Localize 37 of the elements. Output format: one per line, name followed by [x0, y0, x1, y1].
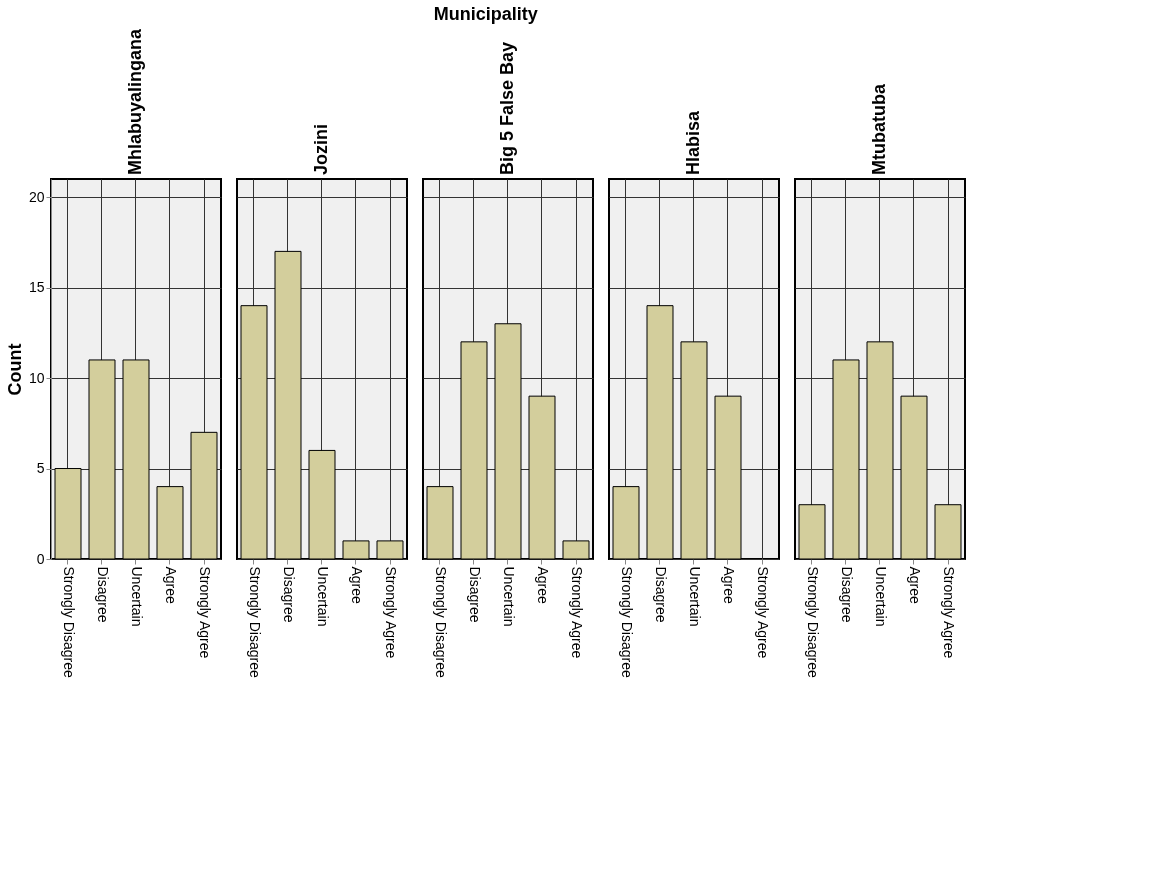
- chart-title: Hlabisa: [683, 109, 703, 175]
- y-axis-title: Count: [4, 343, 25, 396]
- x-tick-label: Disagree: [839, 566, 855, 623]
- x-tick-label: Uncertain: [315, 566, 331, 627]
- x-tick-label: Disagree: [467, 566, 483, 623]
- x-tick-label: Agree: [721, 566, 737, 605]
- x-tick-label: Uncertain: [687, 566, 703, 627]
- x-tick-label: Strongly Disagree: [805, 566, 821, 678]
- x-tick-label: Strongly Disagree: [433, 566, 449, 678]
- x-tick-label: Uncertain: [129, 566, 145, 627]
- x-tick-label: Uncertain: [501, 566, 517, 627]
- x-tick-label: Strongly Agree: [569, 566, 585, 659]
- x-tick-label: Strongly Agree: [383, 566, 399, 659]
- x-tick-label: Disagree: [653, 566, 669, 623]
- x-tick-label: Uncertain: [873, 566, 889, 627]
- chart-title: Mhlabuyalingana: [125, 28, 145, 176]
- x-tick-label: Disagree: [95, 566, 111, 623]
- y-tick-label: 15: [28, 279, 45, 296]
- y-tick-label: 5: [36, 460, 45, 477]
- chart-title: Big 5 False Bay: [497, 41, 517, 175]
- x-tick-label: Agree: [163, 566, 179, 605]
- y-tick-label: 10: [28, 369, 45, 386]
- chart-title: Jozini: [311, 124, 331, 176]
- x-tick-label: Strongly Agree: [755, 566, 771, 659]
- x-tick-label: Strongly Disagree: [619, 566, 635, 678]
- x-tick-label: Strongly Agree: [941, 566, 957, 659]
- chart-title: Mtubatuba: [869, 83, 889, 175]
- x-tick-label: Agree: [535, 566, 551, 605]
- y-tick-label: 20: [28, 188, 45, 205]
- text: Municipality: [433, 3, 538, 24]
- x-tick-label: Disagree: [281, 566, 297, 623]
- y-tick-label: 0: [36, 550, 45, 567]
- x-tick-label: Strongly Disagree: [247, 566, 263, 678]
- x-tick-label: Agree: [907, 566, 923, 605]
- x-tick-label: Agree: [349, 566, 365, 605]
- x-tick-label: Strongly Agree: [197, 566, 213, 659]
- x-tick-label: Strongly Disagree: [61, 566, 77, 678]
